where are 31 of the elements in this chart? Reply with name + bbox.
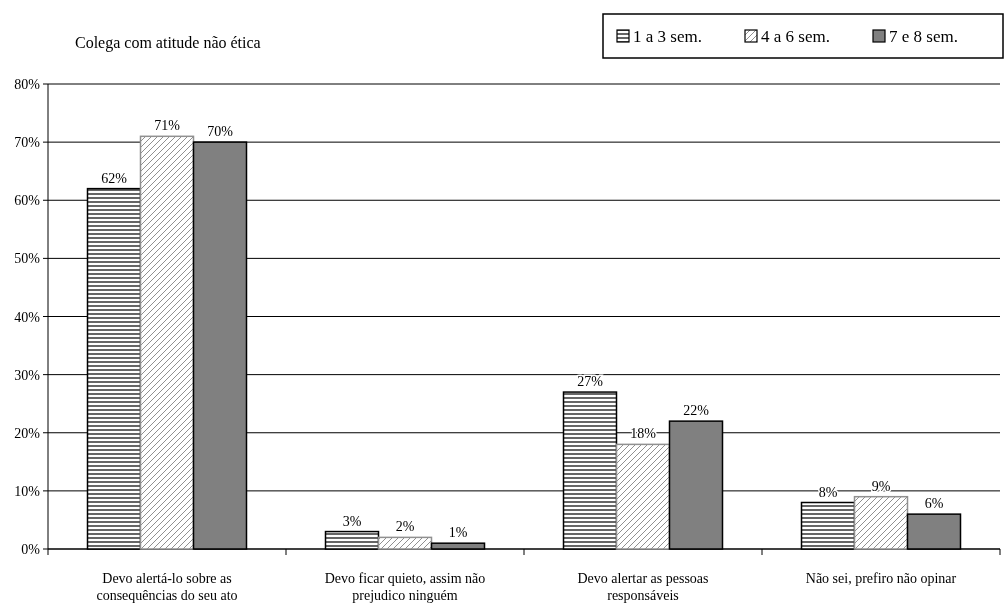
y-tick-label: 40% (14, 309, 41, 325)
text: 62% (101, 170, 127, 186)
legend-label: 1 a 3 sem. (633, 27, 702, 46)
y-tick-label: 10% (14, 483, 41, 499)
y-tick-label: 20% (14, 425, 41, 441)
y-tick-label: 30% (14, 367, 41, 383)
x-tick-label: Devo alertá-lo sobre as consequências do seu ato (96, 571, 238, 603)
bar (139, 135, 195, 550)
x-tick-label: Devo ficar quieto, assim não prejudico ninguém (324, 571, 486, 603)
legend-label: 4 a 6 sem. (761, 27, 830, 46)
text: 9% (871, 478, 891, 494)
y-tick-label: 0% (21, 542, 41, 557)
text: 2% (395, 519, 415, 535)
x-tick-label: Devo alertar as pessoas responsáveis (577, 571, 709, 603)
text: 71% (154, 118, 180, 134)
text: 6% (924, 496, 944, 512)
bar (853, 495, 909, 550)
y-tick-label: 80% (14, 77, 41, 92)
legend-label: 7 e 8 sem. (889, 27, 958, 46)
text: 3% (342, 513, 362, 529)
x-tick-label: Não sei, prefiro não opinar (805, 571, 957, 586)
text: 1% (448, 525, 468, 541)
y-tick-label: 50% (14, 251, 41, 267)
text: 22% (683, 403, 709, 419)
text: 70% (207, 124, 233, 140)
text: 27% (577, 374, 603, 390)
bar (615, 443, 671, 550)
bar (377, 536, 433, 550)
chart-title: Colega com atitude não ética (75, 34, 261, 52)
y-tick-label: 70% (14, 135, 41, 151)
y-tick-label: 60% (14, 193, 41, 209)
